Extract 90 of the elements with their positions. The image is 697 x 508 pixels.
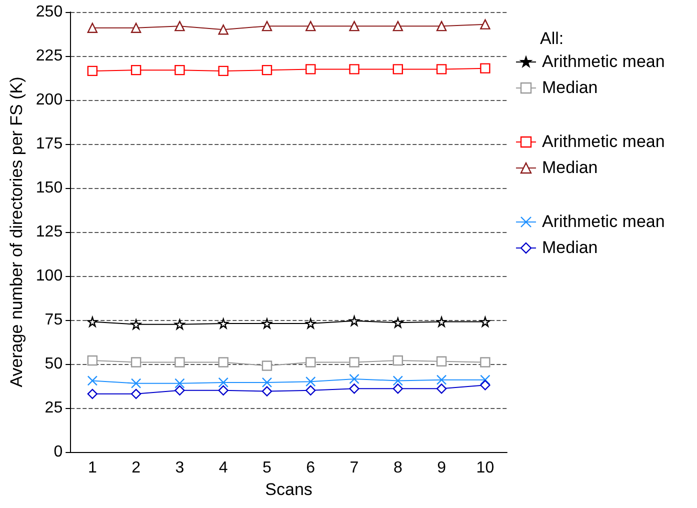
point (262, 386, 272, 396)
legend-label: Arithmetic mean (542, 132, 665, 151)
point (262, 64, 272, 76)
point (87, 355, 98, 366)
y-tick-label: 225 (36, 48, 63, 64)
y-tick-label: 75 (44, 312, 63, 328)
point (306, 385, 316, 396)
y-tick-label: 175 (36, 136, 63, 152)
point (174, 319, 185, 330)
legend-label: Arithmetic mean (542, 52, 665, 71)
point (436, 356, 447, 366)
point (392, 20, 403, 32)
text: All: (540, 29, 564, 48)
point (218, 66, 228, 76)
point (436, 374, 447, 385)
point (130, 378, 142, 388)
y-tick-label: 200 (36, 92, 63, 108)
point (218, 377, 228, 388)
x-tick-label: 4 (218, 460, 228, 476)
point (306, 318, 316, 329)
y-tick-label: 125 (36, 224, 63, 240)
x-tick-label: 2 (132, 460, 141, 476)
point (174, 378, 185, 388)
point (349, 20, 360, 32)
y-tick-label: 0 (54, 444, 63, 460)
point (349, 374, 360, 384)
point (349, 357, 360, 368)
y-axis-title: Average number of directories per FS (K) (7, 76, 26, 388)
point (218, 385, 228, 396)
point (306, 64, 316, 74)
point (349, 384, 360, 394)
point (87, 388, 98, 400)
x-tick-label: 8 (393, 460, 402, 476)
point (392, 318, 403, 328)
y-tick-label: 25 (44, 400, 63, 416)
x-tick-label: 6 (306, 460, 316, 476)
point (262, 318, 272, 329)
point (130, 357, 142, 368)
y-tick-label: 250 (36, 4, 63, 20)
legend-label: Arithmetic mean (542, 212, 665, 231)
y-tick-label: 100 (36, 268, 63, 284)
point (218, 24, 228, 35)
point (392, 384, 403, 394)
x-tick-label: 3 (175, 460, 184, 476)
point (306, 20, 316, 32)
y-tick-label: 50 (44, 356, 63, 372)
point (130, 319, 142, 330)
point (480, 357, 490, 368)
point (130, 64, 142, 76)
point (480, 63, 490, 74)
point (174, 385, 185, 396)
point (174, 64, 185, 76)
legend-label: Median (542, 78, 598, 97)
point (87, 66, 98, 76)
point (392, 376, 403, 386)
y-tick-label: 150 (36, 180, 63, 196)
point (130, 22, 142, 33)
legend-label: Median (542, 158, 598, 177)
x-tick-label: 5 (262, 460, 272, 476)
point (87, 376, 98, 386)
point (262, 20, 272, 32)
point (349, 316, 360, 326)
x-tick-label: 1 (88, 460, 97, 476)
point (306, 376, 316, 387)
point (218, 357, 228, 368)
x-tick-label: 10 (476, 460, 494, 476)
point (392, 355, 403, 366)
point (436, 384, 447, 394)
point (392, 64, 403, 74)
x-tick-label: 7 (350, 460, 359, 476)
point (306, 357, 316, 368)
point (130, 388, 142, 400)
point (218, 318, 228, 329)
point (349, 64, 360, 74)
x-tick-label: 9 (437, 460, 446, 476)
point (436, 64, 447, 74)
point (262, 360, 272, 371)
point (480, 380, 490, 390)
point (480, 316, 490, 327)
point (436, 316, 447, 327)
x-axis-title: Scans (265, 480, 312, 499)
point (174, 20, 185, 32)
point (174, 357, 185, 368)
point (480, 374, 490, 385)
point (262, 377, 272, 388)
point (480, 19, 490, 30)
point (87, 316, 98, 327)
point (87, 22, 98, 33)
legend-label: Median (542, 238, 598, 257)
point (436, 20, 447, 32)
